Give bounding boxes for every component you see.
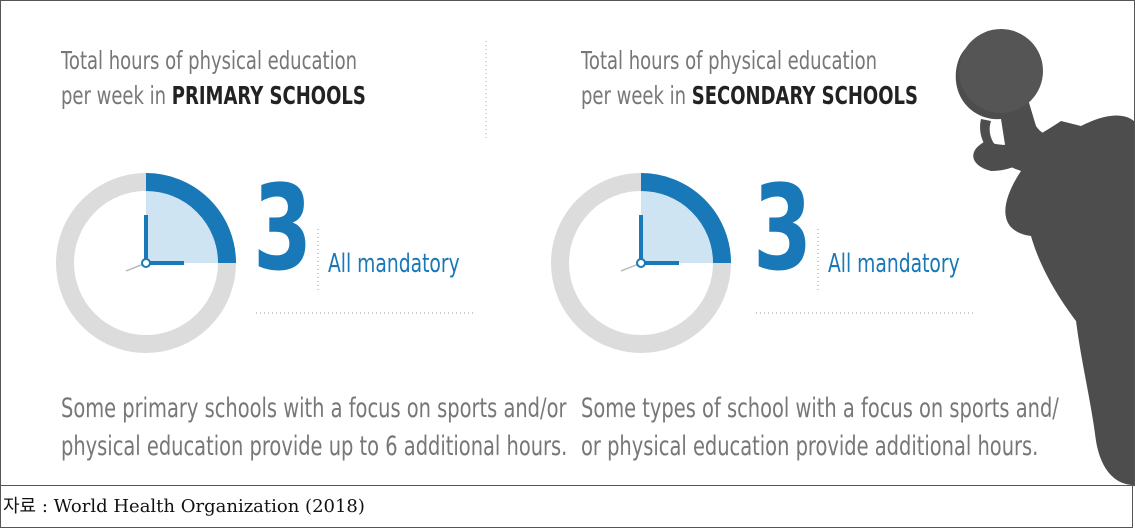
note-line: Some types of school with a focus on spo… [581,393,1059,424]
note-line: physical education provide up to 6 addit… [61,431,567,462]
title-line: Total hours of physical education [581,46,877,75]
hours-value: 3 [253,159,312,297]
title-emphasis: PRIMARY SCHOOLS [172,81,366,110]
title-prefix: per week in [581,81,686,110]
hours-value: 3 [753,159,812,297]
clock-pin [142,259,150,267]
status: All mandatory [328,249,460,279]
ball [959,29,1043,113]
title-line: Total hours of physical education [61,46,357,75]
infographic: Total hours of physical education per wee… [0,0,1135,529]
frame: Total hours of physical education per wee… [0,0,1135,486]
note-line: Some primary schools with a focus on spo… [61,393,566,424]
clock-pin [637,259,645,267]
source: 자료 : World Health Organization (2018) [0,485,1133,528]
title-emphasis: SECONDARY SCHOOLS [692,81,918,110]
title-prefix: per week in [61,81,166,110]
title-line: per week in PRIMARY SCHOOLS [61,81,366,110]
note-line: or physical education provide additional… [581,431,1038,462]
title-line: per week in SECONDARY SCHOOLS [581,81,918,110]
status: All mandatory [828,249,960,279]
